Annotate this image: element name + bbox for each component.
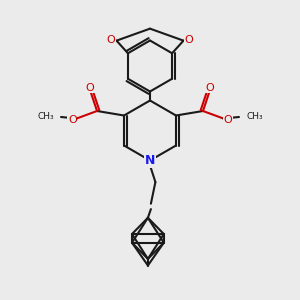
Text: CH₃: CH₃ xyxy=(37,112,54,121)
Text: O: O xyxy=(86,82,94,93)
Text: O: O xyxy=(206,82,214,93)
Text: N: N xyxy=(145,154,155,167)
Text: O: O xyxy=(68,115,77,125)
Text: O: O xyxy=(184,35,193,45)
Text: O: O xyxy=(223,115,232,125)
Text: CH₃: CH₃ xyxy=(246,112,263,121)
Text: O: O xyxy=(107,35,116,45)
